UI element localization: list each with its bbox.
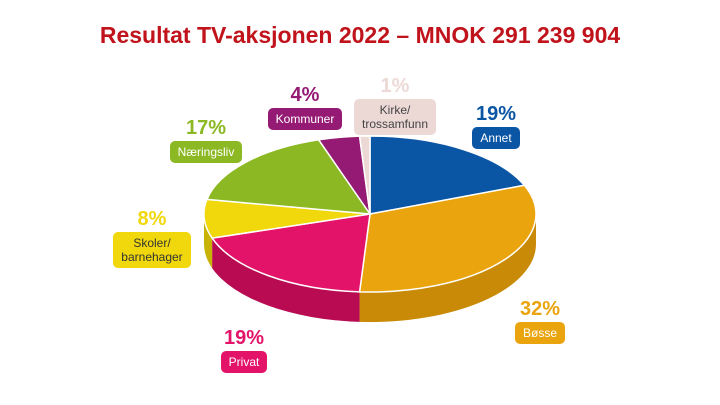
pie-side-1 xyxy=(359,214,536,323)
slice-name-4: Næringsliv xyxy=(169,141,243,163)
slice-label-3: 8% Skoler/barnehager xyxy=(104,208,200,268)
slice-percent-4: 17% xyxy=(185,117,227,139)
slice-percent-6: 1% xyxy=(380,75,410,97)
pie-slice-2 xyxy=(210,213,371,293)
slice-label-4: 17% Næringsliv xyxy=(160,117,252,163)
slice-percent-1: 32% xyxy=(519,298,561,320)
pie-slice-0 xyxy=(369,135,526,215)
chart-title: Resultat TV-aksjonen 2022 – MNOK 291 239… xyxy=(99,22,621,48)
slice-label-1: 32% Bøsse xyxy=(508,298,572,344)
slice-percent-2: 19% xyxy=(223,327,265,349)
slice-name-1: Bøsse xyxy=(514,322,565,344)
slice-label-2: 19% Privat xyxy=(206,327,282,373)
pie-slice-4 xyxy=(205,139,372,215)
pie-side-2 xyxy=(212,238,360,322)
pie-tops xyxy=(203,135,537,293)
pie-slice-6 xyxy=(358,135,371,215)
slice-percent-3: 8% xyxy=(137,208,167,230)
slice-label-5: 4% Kommuner xyxy=(262,84,348,130)
slice-label-6: 1% Kirke/trossamfunn xyxy=(352,75,438,135)
slice-percent-5: 4% xyxy=(290,84,320,106)
slice-name-0: Annet xyxy=(472,127,520,149)
slice-name-6: Kirke/trossamfunn xyxy=(353,99,437,135)
slice-name-2: Privat xyxy=(220,351,268,373)
slice-name-5: Kommuner xyxy=(267,108,343,130)
slice-percent-0: 19% xyxy=(475,103,517,125)
slice-name-3: Skoler/barnehager xyxy=(113,232,191,268)
slice-label-0: 19% Annet xyxy=(456,103,536,149)
pie-slice-1 xyxy=(358,184,537,293)
